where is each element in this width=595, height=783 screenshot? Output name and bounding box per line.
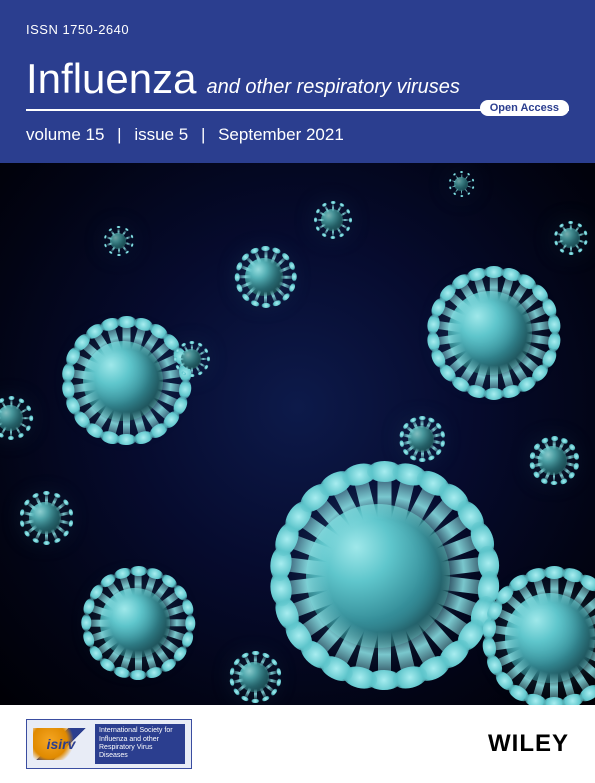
title-main: Influenza [26, 55, 196, 103]
volume-text: volume 15 [26, 125, 104, 144]
virus-particle [555, 223, 585, 253]
issue-metadata: volume 15 | issue 5 | September 2021 [26, 125, 569, 145]
virus-particle [530, 438, 575, 483]
virus-particle [60, 318, 185, 443]
cover-header: ISSN 1750-2640 Influenza and other respi… [0, 0, 595, 163]
date-text: September 2021 [218, 125, 344, 144]
issue-text: issue 5 [134, 125, 188, 144]
virus-particle [105, 228, 131, 254]
cover-footer: isirv International Society for Influenz… [0, 705, 595, 783]
meta-separator: | [201, 125, 205, 144]
journal-cover: ISSN 1750-2640 Influenza and other respi… [0, 0, 595, 783]
virus-particle [235, 248, 293, 306]
journal-title: Influenza and other respiratory viruses [26, 55, 569, 103]
virus-particle [175, 343, 207, 375]
publisher-logo: WILEY [488, 730, 569, 758]
title-rule: Open Access [26, 109, 569, 111]
virus-particle [425, 268, 555, 398]
virus-particle [400, 418, 442, 460]
isirv-logo-icon: isirv [33, 728, 89, 760]
issn-label: ISSN 1750-2640 [26, 22, 569, 37]
virus-particle [315, 203, 349, 237]
open-access-badge: Open Access [480, 100, 569, 116]
virus-particle [450, 173, 472, 195]
virus-particle [20, 493, 70, 543]
virus-particle [80, 568, 190, 678]
virus-particle [0, 398, 30, 438]
meta-separator: | [117, 125, 121, 144]
title-subtitle: and other respiratory viruses [206, 76, 459, 99]
cover-image [0, 163, 595, 705]
virus-particle [265, 463, 490, 688]
virus-particle [230, 653, 278, 701]
society-full-name: International Society for Influenza and … [95, 724, 185, 764]
isirv-acronym: isirv [47, 736, 76, 752]
society-logo-box: isirv International Society for Influenz… [26, 719, 192, 769]
